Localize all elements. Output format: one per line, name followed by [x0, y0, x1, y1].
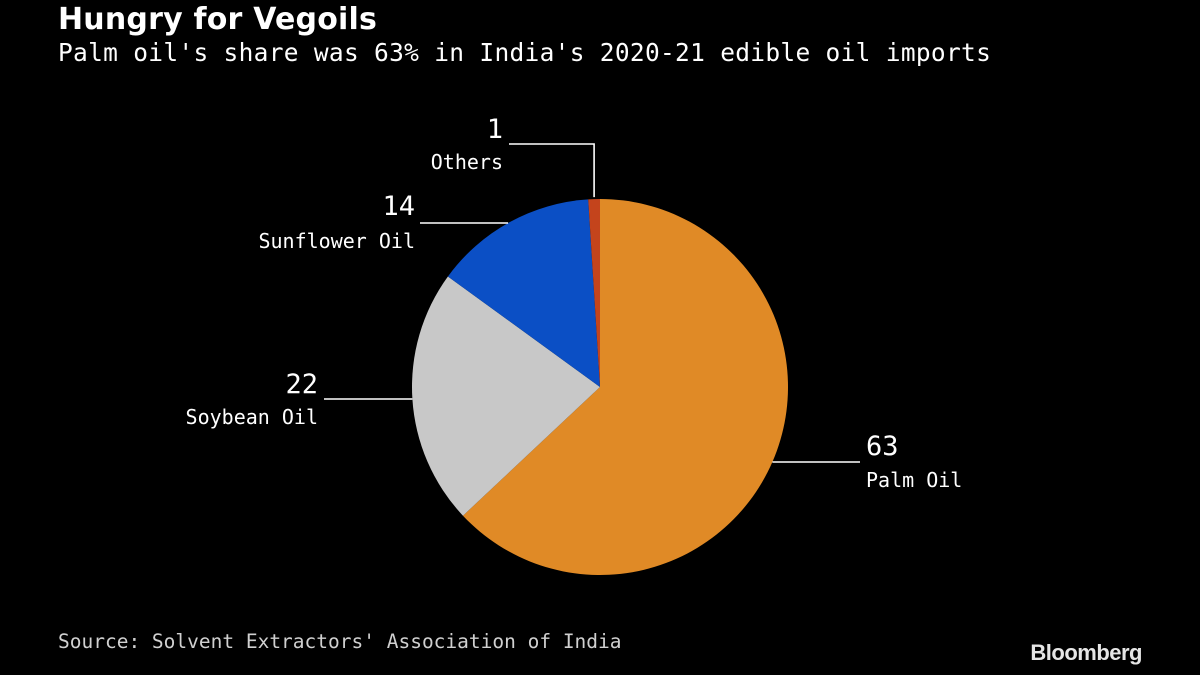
pie-slice-soybean-oil: [412, 276, 600, 516]
pie-slices: [412, 199, 788, 575]
slice-value-soybean-oil: 22: [285, 369, 318, 400]
chart-subtitle: Palm oil's share was 63% in India's 2020…: [58, 38, 992, 67]
slice-label-soybean-oil: Soybean Oil: [186, 405, 318, 429]
slice-label-palm-oil: Palm Oil: [866, 468, 962, 492]
chart-title: Hungry for Vegoils: [58, 2, 378, 37]
leader-line-others: [509, 143, 595, 198]
pie-slice-sunflower-oil: [447, 199, 600, 387]
slice-label-others: Others: [431, 150, 503, 174]
slice-value-palm-oil: 63: [866, 431, 899, 462]
pie-slice-others: [588, 199, 600, 387]
slice-value-sunflower-oil: 14: [382, 191, 415, 222]
slice-value-others: 1: [487, 114, 503, 145]
pie-slice-palm-oil: [462, 199, 788, 575]
pie-labels: 63 Palm Oil 22 Soybean Oil 14 Sunflower Oil 1 O…: [186, 114, 963, 492]
bloomberg-logo: Bloomberg: [1030, 640, 1142, 665]
slice-label-sunflower-oil: Sunflower Oil: [258, 229, 415, 253]
source-note: Source: Solvent Extractors' Association …: [58, 630, 622, 653]
